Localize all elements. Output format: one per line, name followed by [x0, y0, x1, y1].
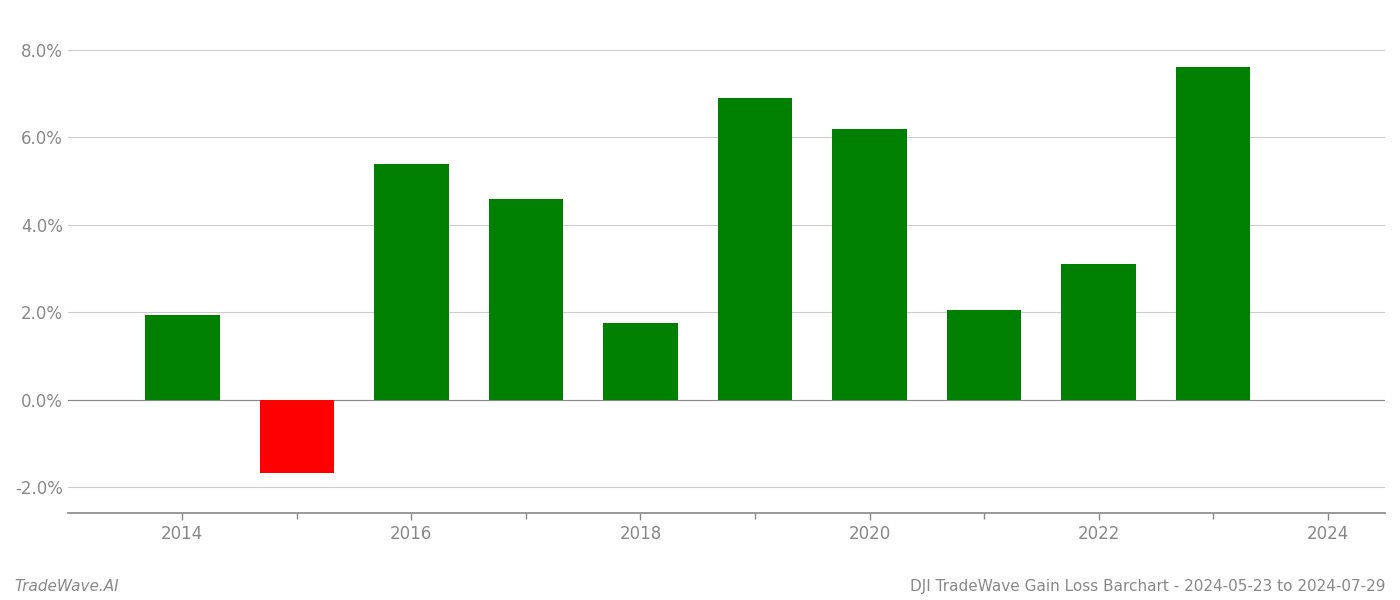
Bar: [833, 128, 907, 400]
Bar: [1061, 264, 1135, 400]
Bar: [946, 310, 1022, 400]
Text: TradeWave.AI: TradeWave.AI: [14, 579, 119, 594]
Bar: [374, 164, 448, 400]
Bar: [146, 315, 220, 400]
Bar: [259, 400, 335, 473]
Bar: [1176, 67, 1250, 400]
Bar: [603, 323, 678, 400]
Text: DJI TradeWave Gain Loss Barchart - 2024-05-23 to 2024-07-29: DJI TradeWave Gain Loss Barchart - 2024-…: [910, 579, 1386, 594]
Bar: [718, 98, 792, 400]
Bar: [489, 199, 563, 400]
